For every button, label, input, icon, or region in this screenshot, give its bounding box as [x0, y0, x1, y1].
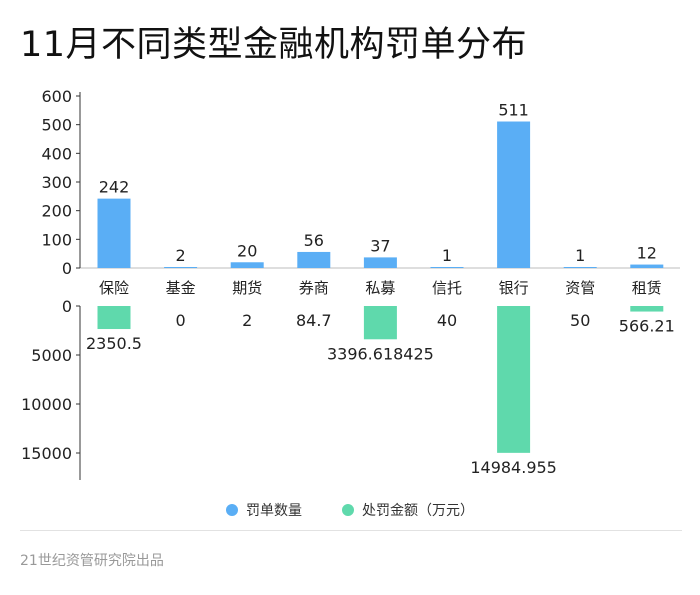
legend-item-amount[interactable]: 处罚金额（万元）	[342, 500, 474, 520]
amount-data-label: 2	[242, 311, 252, 330]
count-bar	[363, 257, 397, 268]
chart-title: 11月不同类型金融机构罚单分布	[20, 25, 528, 65]
count-data-label: 1	[442, 246, 452, 265]
count-bar	[430, 267, 464, 268]
count-tick-label: 300	[41, 173, 72, 192]
amount-bar	[363, 306, 397, 340]
count-data-label: 1	[575, 246, 585, 265]
category-label: 基金	[166, 279, 196, 297]
amount-tick-label: 15000	[21, 444, 72, 463]
amount-data-label: 566.21	[619, 317, 675, 336]
count-data-label: 242	[99, 178, 130, 197]
category-label: 信托	[432, 279, 462, 297]
amount-bar	[630, 306, 664, 312]
category-label: 保险	[99, 279, 129, 297]
legend-swatch-amount	[342, 504, 354, 516]
source-note: 21世纪资管研究院出品	[20, 553, 164, 569]
count-tick-label: 500	[41, 116, 72, 135]
amount-data-label: 0	[176, 311, 186, 330]
category-label: 租赁	[632, 279, 662, 297]
legend-swatch-count	[226, 504, 238, 516]
category-label: 资管	[565, 279, 595, 297]
count-bar	[630, 264, 664, 268]
amount-data-label: 14984.955	[470, 458, 557, 477]
count-tick-label: 200	[41, 202, 72, 221]
legend-item-count[interactable]: 罚单数量	[226, 500, 302, 520]
count-tick-label: 0	[62, 259, 72, 278]
amount-tick-label: 5000	[31, 346, 72, 365]
count-bar	[164, 267, 198, 268]
count-bar	[563, 267, 597, 268]
count-bar	[230, 262, 264, 268]
category-label: 私募	[365, 279, 395, 297]
amount-tick-label: 0	[62, 297, 72, 316]
footer-divider	[20, 530, 682, 531]
count-bar	[497, 121, 531, 268]
amount-tick-label: 10000	[21, 395, 72, 414]
legend-label-amount: 处罚金额（万元）	[362, 503, 474, 519]
count-data-label: 56	[304, 231, 324, 250]
legend-label-count: 罚单数量	[246, 503, 302, 519]
category-label: 券商	[299, 279, 329, 297]
amount-data-label: 3396.618425	[327, 344, 434, 363]
count-bar	[97, 198, 131, 268]
category-label: 银行	[499, 279, 529, 297]
category-label: 期货	[232, 279, 262, 297]
count-bar	[297, 251, 331, 268]
amount-bar	[497, 306, 531, 453]
count-tick-label: 600	[41, 87, 72, 106]
amount-data-label: 40	[437, 311, 457, 330]
count-data-label: 2	[176, 246, 186, 265]
amount-bar	[97, 306, 131, 330]
count-tick-label: 100	[41, 230, 72, 249]
amount-data-label: 50	[570, 311, 590, 330]
count-data-label: 511	[498, 101, 529, 120]
amount-data-label: 84.7	[296, 311, 332, 330]
amount-data-label: 2350.5	[86, 334, 142, 353]
count-data-label: 12	[637, 244, 657, 263]
count-data-label: 20	[237, 241, 257, 260]
chart-area: 0100200300400500600050001000015000242保险2…	[21, 87, 680, 480]
legend: 罚单数量 处罚金额（万元）	[0, 500, 700, 520]
count-tick-label: 400	[41, 144, 72, 163]
count-data-label: 37	[370, 236, 390, 255]
